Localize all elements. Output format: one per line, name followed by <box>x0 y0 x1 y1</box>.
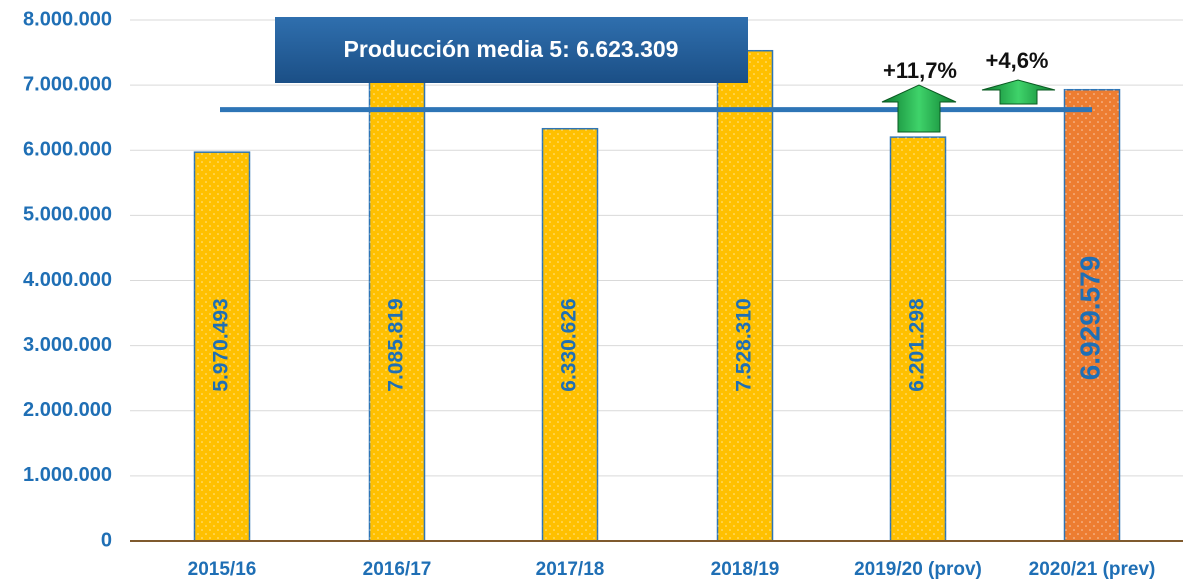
x-tick-label: 2019/20 (prov) <box>854 559 982 580</box>
annotation: +11,7% <box>883 58 957 83</box>
x-tick-label: 2016/17 <box>363 559 432 580</box>
bar-texture <box>194 152 250 542</box>
up-arrow <box>881 84 957 133</box>
y-tick-label: 8.000.000 <box>23 8 112 30</box>
x-tick-label: 2018/19 <box>711 559 780 580</box>
up-arrow <box>981 79 1056 105</box>
y-tick-label: 2.000.000 <box>23 399 112 421</box>
y-tick-label: 6.000.000 <box>23 139 112 161</box>
y-tick-label: 1.000.000 <box>23 464 112 486</box>
data-label: 6.330.626 <box>558 298 581 391</box>
x-tick-label: 2017/18 <box>536 559 605 580</box>
annotation: +4,6% <box>986 48 1049 73</box>
data-label: 6.201.298 <box>906 298 929 392</box>
data-label: 7.528.310 <box>733 298 756 391</box>
x-tick-label: 2015/16 <box>188 559 257 580</box>
y-tick-label: 3.000.000 <box>23 334 112 356</box>
bar-texture <box>542 128 598 541</box>
bar-texture <box>890 137 946 541</box>
y-tick-label: 4.000.000 <box>23 269 112 291</box>
mean-label-box <box>275 17 748 83</box>
x-tick-label: 2020/21 (prev) <box>1029 559 1156 580</box>
data-label: 6.929.579 <box>1074 256 1105 381</box>
mean-label: Producción media 5: 6.623.309 <box>344 36 679 62</box>
y-tick-label: 0 <box>101 529 112 551</box>
y-tick-label: 5.000.000 <box>23 204 112 226</box>
data-label: 5.970.493 <box>210 298 233 391</box>
bar-texture <box>369 79 425 541</box>
bar-texture <box>1064 89 1120 541</box>
bar-texture <box>717 50 773 541</box>
y-tick-label: 7.000.000 <box>23 73 112 95</box>
data-label: 7.085.819 <box>385 298 408 391</box>
